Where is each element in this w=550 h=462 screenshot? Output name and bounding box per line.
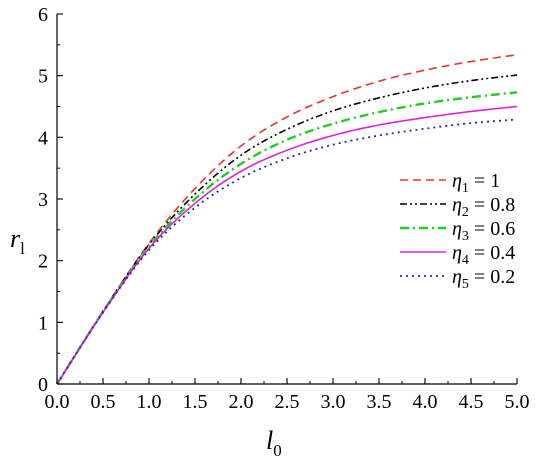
series-line-eta3 bbox=[55, 91, 518, 385]
legend-symbol: η bbox=[452, 170, 462, 192]
y-axis-label-subscript: l bbox=[20, 239, 25, 258]
y-tick-label: 0 bbox=[38, 374, 48, 396]
x-tick-label: 5.0 bbox=[505, 391, 530, 413]
x-tick-label: 1.0 bbox=[137, 391, 162, 413]
legend-label-eta4: η4 = 0.4 bbox=[452, 242, 515, 268]
legend: η1 = 1η2 = 0.8η3 = 0.6η4 = 0.4η5 = 0.2 bbox=[400, 170, 515, 292]
x-tick-label: 3.0 bbox=[321, 391, 346, 413]
legend-value: = 0.2 bbox=[469, 266, 515, 288]
series-line-eta5 bbox=[56, 118, 518, 385]
plot-area bbox=[56, 14, 517, 385]
series-line-eta1 bbox=[56, 53, 518, 385]
legend-label-eta5: η5 = 0.2 bbox=[452, 266, 515, 292]
legend-subscript: 5 bbox=[462, 277, 469, 292]
x-tick-label: 4.0 bbox=[413, 391, 438, 413]
legend-value: = 0.8 bbox=[469, 194, 515, 216]
legend-value: = 0.6 bbox=[469, 218, 515, 240]
legend-label-eta1: η1 = 1 bbox=[452, 170, 500, 196]
x-tick-label: 0.5 bbox=[91, 391, 116, 413]
legend-value: = 0.4 bbox=[469, 242, 515, 264]
x-axis-ticks: 0.0 0.5 1.0 1.5 2.0 2.5 3.0 3.5 4.0 4.5 5.0 bbox=[45, 378, 530, 413]
y-tick-label: 5 bbox=[38, 66, 48, 88]
y-tick-label: 4 bbox=[38, 127, 48, 149]
y-tick-label: 3 bbox=[38, 189, 48, 211]
legend-symbol: η bbox=[452, 218, 462, 240]
x-tick-label: 2.0 bbox=[229, 391, 254, 413]
legend-label-eta3: η3 = 0.6 bbox=[452, 218, 515, 244]
series-line-eta2 bbox=[56, 74, 518, 385]
legend-label-eta2: η2 = 0.8 bbox=[452, 194, 515, 220]
legend-subscript: 1 bbox=[462, 181, 469, 196]
series-line-eta4 bbox=[56, 105, 518, 385]
y-tick-label: 1 bbox=[38, 312, 48, 334]
x-tick-label: 2.5 bbox=[275, 391, 300, 413]
y-tick-label: 2 bbox=[38, 251, 48, 273]
x-tick-label: 3.5 bbox=[367, 391, 392, 413]
x-tick-label: 0.0 bbox=[45, 391, 70, 413]
legend-symbol: η bbox=[452, 194, 462, 216]
y-axis-label: rl bbox=[10, 224, 25, 258]
x-axis-label-symbol: l bbox=[266, 426, 273, 455]
y-tick-label: 6 bbox=[38, 4, 48, 26]
y-axis-ticks: 0 1 2 3 4 5 6 bbox=[38, 4, 63, 396]
y-axis-label-symbol: r bbox=[10, 224, 21, 253]
legend-subscript: 3 bbox=[462, 229, 469, 244]
x-axis-label: l0 bbox=[266, 426, 282, 460]
series-lines bbox=[55, 53, 518, 385]
x-tick-label: 1.5 bbox=[183, 391, 208, 413]
legend-value: = 1 bbox=[469, 170, 500, 192]
legend-symbol: η bbox=[452, 242, 462, 264]
legend-subscript: 2 bbox=[462, 205, 469, 220]
x-tick-label: 4.5 bbox=[459, 391, 484, 413]
x-axis-label-subscript: 0 bbox=[273, 441, 282, 460]
legend-symbol: η bbox=[452, 266, 462, 288]
legend-subscript: 4 bbox=[462, 253, 469, 268]
